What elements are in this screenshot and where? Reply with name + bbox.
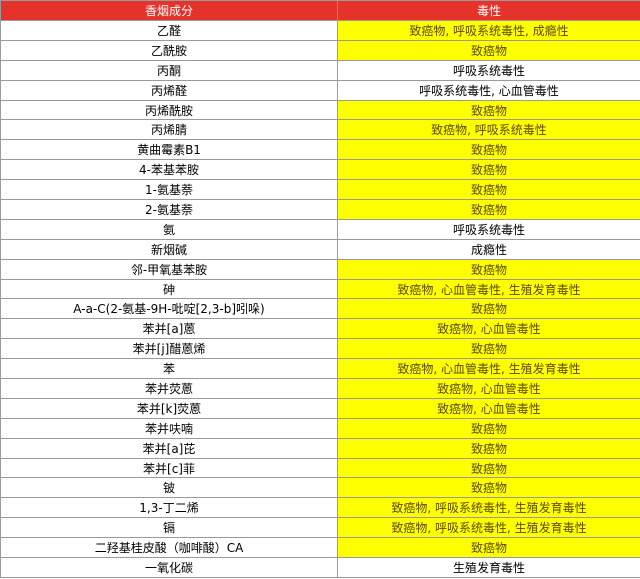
- toxicity-cell: 致癌物: [337, 477, 640, 499]
- component-cell: 乙醛: [0, 20, 338, 41]
- table-row: 苯致癌物, 心血管毒性, 生殖发育毒性: [0, 358, 640, 380]
- toxicity-cell: 致癌物: [337, 39, 640, 61]
- component-cell: 丙烯腈: [0, 119, 338, 141]
- component-cell: 苯并呋喃: [0, 417, 338, 439]
- table-row: A-a-C(2-氨基-9H-吡啶[2,3-b]吲哚) 致癌物: [0, 298, 640, 320]
- table-row: 新烟碱 成瘾性: [0, 238, 640, 260]
- component-cell: 苯并[k]荧蒽: [0, 397, 338, 419]
- component-cell: 丙烯酰胺: [0, 99, 338, 121]
- header-cell: 毒性: [337, 0, 640, 21]
- table-row: 1-氨基萘 致癌物: [0, 179, 640, 201]
- toxicity-cell: 致癌物: [337, 159, 640, 181]
- component-cell: 邻-甲氧基苯胺: [0, 258, 338, 280]
- table-row: 镉致癌物, 呼吸系统毒性, 生殖发育毒性: [0, 517, 640, 539]
- toxicity-cell: 致癌物: [337, 199, 640, 220]
- toxicity-cell: 致癌物: [337, 537, 640, 559]
- component-cell: 氨: [0, 218, 338, 240]
- table-row: 苯并[a]蒽 致癌物, 心血管毒性: [0, 318, 640, 340]
- toxicity-cell: 致癌物, 心血管毒性, 生殖发育毒性: [337, 358, 640, 380]
- table-row: 氨呼吸系统毒性: [0, 218, 640, 240]
- toxicity-cell: 致癌物, 呼吸系统毒性, 成瘾性: [337, 20, 640, 41]
- component-cell: 苯并荧蒽: [0, 378, 338, 399]
- component-cell: 一氧化碳: [0, 557, 338, 578]
- component-cell: 1-氨基萘: [0, 179, 338, 201]
- table-row: 黄曲霉素B1 致癌物: [0, 139, 640, 161]
- component-cell: 苯并[c]菲: [0, 457, 338, 479]
- toxicity-cell: 致癌物: [337, 99, 640, 121]
- toxicity-cell: 致癌物, 心血管毒性: [337, 378, 640, 399]
- component-cell: 苯并[a]芘: [0, 437, 338, 459]
- table-row: 丙烯醛 呼吸系统毒性, 心血管毒性: [0, 79, 640, 101]
- toxicity-cell: 致癌物: [337, 417, 640, 439]
- toxicity-cell: 致癌物: [337, 298, 640, 320]
- toxicity-cell: 致癌物, 呼吸系统毒性, 生殖发育毒性: [337, 497, 640, 519]
- toxicity-cell: 致癌物: [337, 179, 640, 201]
- table-row: 一氧化碳 生殖发育毒性: [0, 557, 640, 578]
- component-cell: 苯并[a]蒽: [0, 318, 338, 340]
- table-row: 苯并[a]芘 致癌物: [0, 437, 640, 459]
- table-row: 乙醛 致癌物, 呼吸系统毒性, 成瘾性: [0, 20, 640, 41]
- header-cell: 香烟成分: [0, 0, 338, 21]
- component-cell: 乙酰胺: [0, 39, 338, 61]
- toxicity-cell: 呼吸系统毒性: [337, 218, 640, 240]
- table-row: 砷致癌物, 心血管毒性, 生殖发育毒性: [0, 278, 640, 300]
- component-cell: 铍: [0, 477, 338, 499]
- toxicity-cell: 成瘾性: [337, 238, 640, 260]
- component-cell: A-a-C(2-氨基-9H-吡啶[2,3-b]吲哚): [0, 298, 338, 320]
- toxicity-cell: 生殖发育毒性: [337, 557, 640, 578]
- toxicity-cell: 致癌物: [337, 437, 640, 459]
- table-row: 苯并[j]醋蒽烯 致癌物: [0, 338, 640, 360]
- component-cell: 新烟碱: [0, 238, 338, 260]
- table-row: 二羟基桂皮酸（咖啡酸）CA 致癌物: [0, 537, 640, 559]
- component-cell: 苯并[j]醋蒽烯: [0, 338, 338, 360]
- toxicity-cell: 致癌物, 呼吸系统毒性: [337, 119, 640, 141]
- component-cell: 二羟基桂皮酸（咖啡酸）CA: [0, 537, 338, 559]
- table-row: 丙酮 呼吸系统毒性: [0, 59, 640, 81]
- table-row: 4-苯基苯胺 致癌物: [0, 159, 640, 181]
- toxicity-cell: 致癌物, 心血管毒性: [337, 397, 640, 419]
- toxicity-cell: 致癌物: [337, 139, 640, 161]
- table-row: 苯并荧蒽 致癌物, 心血管毒性: [0, 378, 640, 399]
- toxicity-cell: 致癌物: [337, 258, 640, 280]
- table-body: 乙醛 致癌物, 呼吸系统毒性, 成瘾性 乙酰胺 致癌物 丙酮 呼吸系统毒性 丙烯醛 呼吸系统毒…: [0, 20, 640, 578]
- toxicity-cell: 致癌物, 心血管毒性: [337, 318, 640, 340]
- component-cell: 苯: [0, 358, 338, 380]
- table-row: 丙烯酰胺 致癌物: [0, 99, 640, 121]
- component-cell: 丙烯醛: [0, 79, 338, 101]
- component-cell: 镉: [0, 517, 338, 539]
- toxicity-cell: 呼吸系统毒性, 心血管毒性: [337, 79, 640, 101]
- component-cell: 丙酮: [0, 59, 338, 81]
- component-cell: 黄曲霉素B1: [0, 139, 338, 161]
- table-row: 丙烯腈 致癌物, 呼吸系统毒性: [0, 119, 640, 141]
- table-row: 1,3-丁二烯 致癌物, 呼吸系统毒性, 生殖发育毒性: [0, 497, 640, 519]
- table-row: 苯并呋喃 致癌物: [0, 417, 640, 439]
- component-cell: 砷: [0, 278, 338, 300]
- header-row: 香烟成分 毒性: [0, 0, 640, 21]
- toxicity-cell: 致癌物, 心血管毒性, 生殖发育毒性: [337, 278, 640, 300]
- toxicity-cell: 致癌物, 呼吸系统毒性, 生殖发育毒性: [337, 517, 640, 539]
- table-row: 乙酰胺 致癌物: [0, 39, 640, 61]
- component-cell: 2-氨基萘: [0, 199, 338, 220]
- toxicity-cell: 致癌物: [337, 338, 640, 360]
- toxicity-cell: 致癌物: [337, 457, 640, 479]
- table-row: 邻-甲氧基苯胺 致癌物: [0, 258, 640, 280]
- table-row: 2-氨基萘 致癌物: [0, 199, 640, 220]
- component-cell: 4-苯基苯胺: [0, 159, 338, 181]
- table-row: 苯并[k]荧蒽 致癌物, 心血管毒性: [0, 397, 640, 419]
- component-cell: 1,3-丁二烯: [0, 497, 338, 519]
- table-row: 铍致癌物: [0, 477, 640, 499]
- toxicity-cell: 呼吸系统毒性: [337, 59, 640, 81]
- table-row: 苯并[c]菲 致癌物: [0, 457, 640, 479]
